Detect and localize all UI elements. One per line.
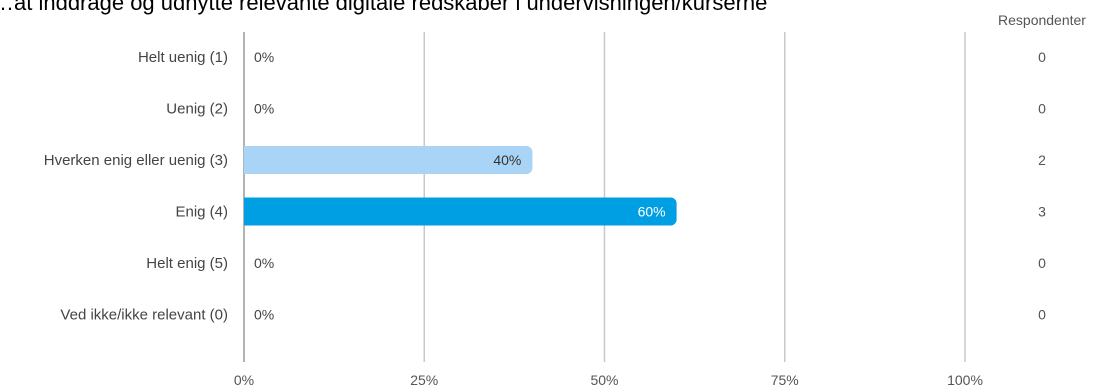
bar-value-label: 0% [254, 49, 274, 65]
category-label: Helt uenig (1) [138, 49, 228, 66]
bar-value-label: 40% [493, 152, 521, 168]
chart-title: …at inddrage og udnytte relevante digita… [0, 0, 767, 15]
gridlines [243, 32, 966, 362]
respondents-count: 0 [1038, 307, 1046, 323]
x-tick-label: 75% [771, 372, 799, 388]
bar-base [244, 197, 252, 226]
bars [244, 146, 677, 226]
labels: 0% 25% 50% 75% 100% Helt uenig (1) 0% 0 Uenig (2… [44, 49, 1046, 388]
category-label: Enig (4) [175, 204, 228, 221]
respondents-count: 0 [1038, 49, 1046, 65]
respondents-count: 3 [1038, 204, 1046, 220]
bar-value-label: 0% [254, 255, 274, 271]
bar-base [244, 146, 252, 174]
respondents-count: 2 [1038, 152, 1046, 168]
x-tick-label: 25% [410, 372, 438, 388]
bar [244, 197, 677, 226]
x-tick-label: 0% [234, 372, 254, 388]
bar-value-label: 0% [254, 307, 274, 323]
category-label: Helt enig (5) [146, 255, 228, 272]
x-tick-label: 50% [590, 372, 618, 388]
category-label: Hverken enig eller uenig (3) [44, 152, 228, 169]
bar-value-label: 0% [254, 101, 274, 117]
respondents-header: Respondenter [998, 12, 1086, 28]
respondents-count: 0 [1038, 101, 1046, 117]
x-tick-label: 100% [947, 372, 983, 388]
category-label: Uenig (2) [166, 101, 228, 118]
bar [244, 146, 533, 174]
respondents-count: 0 [1038, 255, 1046, 271]
category-label: Ved ikke/ikke relevant (0) [60, 307, 228, 324]
bar-value-label: 60% [638, 204, 666, 220]
